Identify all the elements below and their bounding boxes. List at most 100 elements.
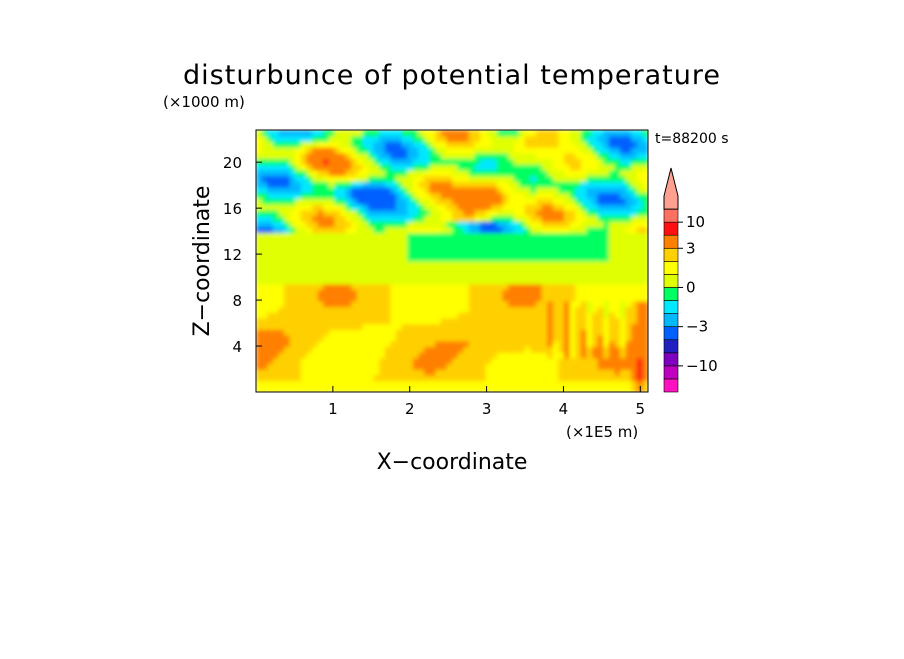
heatmap-cell bbox=[530, 232, 537, 239]
heatmap-cell bbox=[614, 175, 621, 182]
heatmap-cell bbox=[340, 238, 347, 245]
heatmap-cell bbox=[261, 198, 268, 205]
heatmap-cell bbox=[608, 204, 615, 211]
heatmap-cell bbox=[424, 135, 431, 142]
heatmap-cell bbox=[261, 215, 268, 222]
heatmap-cell bbox=[396, 181, 403, 188]
heatmap-cell bbox=[519, 374, 526, 382]
heatmap-cell bbox=[396, 169, 403, 177]
heatmap-cell bbox=[463, 317, 470, 325]
heatmap-cell bbox=[340, 255, 347, 262]
heatmap-cell bbox=[491, 323, 498, 330]
heatmap-cell bbox=[424, 130, 431, 137]
heatmap-cell bbox=[625, 147, 632, 154]
heatmap-cell bbox=[592, 317, 599, 325]
heatmap-cell bbox=[468, 369, 475, 376]
heatmap-cell bbox=[496, 249, 503, 256]
heatmap-cell bbox=[603, 141, 610, 148]
heatmap-cell bbox=[340, 317, 347, 325]
heatmap-cell bbox=[289, 215, 296, 222]
heatmap-cell bbox=[289, 357, 296, 365]
heatmap-cell bbox=[519, 181, 526, 188]
heatmap-cell bbox=[575, 340, 582, 348]
heatmap-cell bbox=[502, 243, 509, 251]
heatmap-cell bbox=[407, 238, 414, 245]
heatmap-cell bbox=[536, 141, 543, 148]
heatmap-cell bbox=[424, 209, 431, 217]
heatmap-cell bbox=[597, 243, 604, 251]
heatmap-cell bbox=[272, 357, 279, 365]
heatmap-cell bbox=[256, 175, 263, 182]
heatmap-cell bbox=[362, 306, 369, 313]
heatmap-cell bbox=[491, 272, 498, 279]
heatmap-cell bbox=[284, 300, 291, 308]
heatmap-cell bbox=[306, 369, 313, 376]
heatmap-cell bbox=[300, 329, 307, 336]
heatmap-cell bbox=[429, 221, 436, 228]
heatmap-cell bbox=[446, 249, 453, 256]
heatmap-cell bbox=[597, 204, 604, 211]
heatmap-cell bbox=[642, 152, 648, 160]
heatmap-cell bbox=[446, 340, 453, 348]
heatmap-cell bbox=[552, 198, 559, 205]
heatmap-cell bbox=[401, 380, 408, 387]
heatmap-cell bbox=[468, 295, 475, 302]
heatmap-cell bbox=[463, 272, 470, 279]
heatmap-cell bbox=[468, 266, 475, 273]
heatmap-cell bbox=[373, 266, 380, 273]
heatmap-cell bbox=[267, 312, 274, 319]
heatmap-cell bbox=[620, 186, 627, 194]
heatmap-cell bbox=[580, 147, 587, 154]
heatmap-cell bbox=[379, 312, 386, 319]
heatmap-cell bbox=[541, 147, 548, 154]
heatmap-cell bbox=[272, 215, 279, 222]
heatmap-cell bbox=[519, 261, 526, 268]
heatmap-cell bbox=[300, 386, 307, 392]
heatmap-cell bbox=[558, 272, 565, 279]
heatmap-cell bbox=[597, 198, 604, 205]
heatmap-cell bbox=[597, 186, 604, 194]
heatmap-cell bbox=[278, 130, 285, 137]
heatmap-cell bbox=[586, 249, 593, 256]
heatmap-cell bbox=[323, 175, 330, 182]
heatmap-cell bbox=[608, 312, 615, 319]
heatmap-cell bbox=[569, 306, 576, 313]
heatmap-cell bbox=[491, 386, 498, 392]
heatmap-cell bbox=[631, 295, 638, 302]
heatmap-cell bbox=[379, 232, 386, 239]
heatmap-cell bbox=[575, 306, 582, 313]
heatmap-cell bbox=[502, 135, 509, 142]
heatmap-cell bbox=[480, 317, 487, 325]
heatmap-cell bbox=[373, 209, 380, 217]
heatmap-cell bbox=[261, 329, 268, 336]
heatmap-cell bbox=[412, 357, 419, 365]
heatmap-cell bbox=[530, 374, 537, 382]
heatmap-cell bbox=[603, 289, 610, 296]
heatmap-cell bbox=[412, 323, 419, 330]
heatmap-cell bbox=[396, 221, 403, 228]
heatmap-cell bbox=[642, 164, 648, 171]
heatmap-cell bbox=[496, 312, 503, 319]
heatmap-cell bbox=[541, 215, 548, 222]
heatmap-cell bbox=[575, 255, 582, 262]
heatmap-cell bbox=[272, 198, 279, 205]
heatmap-cell bbox=[485, 135, 492, 142]
heatmap-cell bbox=[323, 380, 330, 387]
heatmap-cell bbox=[569, 289, 576, 296]
heatmap-cell bbox=[586, 158, 593, 165]
heatmap-cell bbox=[401, 289, 408, 296]
heatmap-cell bbox=[334, 374, 341, 382]
heatmap-cell bbox=[407, 204, 414, 211]
heatmap-cell bbox=[351, 186, 358, 194]
heatmap-cell bbox=[446, 169, 453, 177]
heatmap-cell bbox=[401, 141, 408, 148]
heatmap-cell bbox=[620, 243, 627, 251]
heatmap-cell bbox=[480, 164, 487, 171]
heatmap-cell bbox=[603, 317, 610, 325]
heatmap-cell bbox=[519, 243, 526, 251]
heatmap-cell bbox=[513, 363, 520, 370]
heatmap-cell bbox=[356, 346, 363, 353]
heatmap-cell bbox=[356, 226, 363, 234]
heatmap-cell bbox=[412, 312, 419, 319]
heatmap-cell bbox=[592, 352, 599, 359]
